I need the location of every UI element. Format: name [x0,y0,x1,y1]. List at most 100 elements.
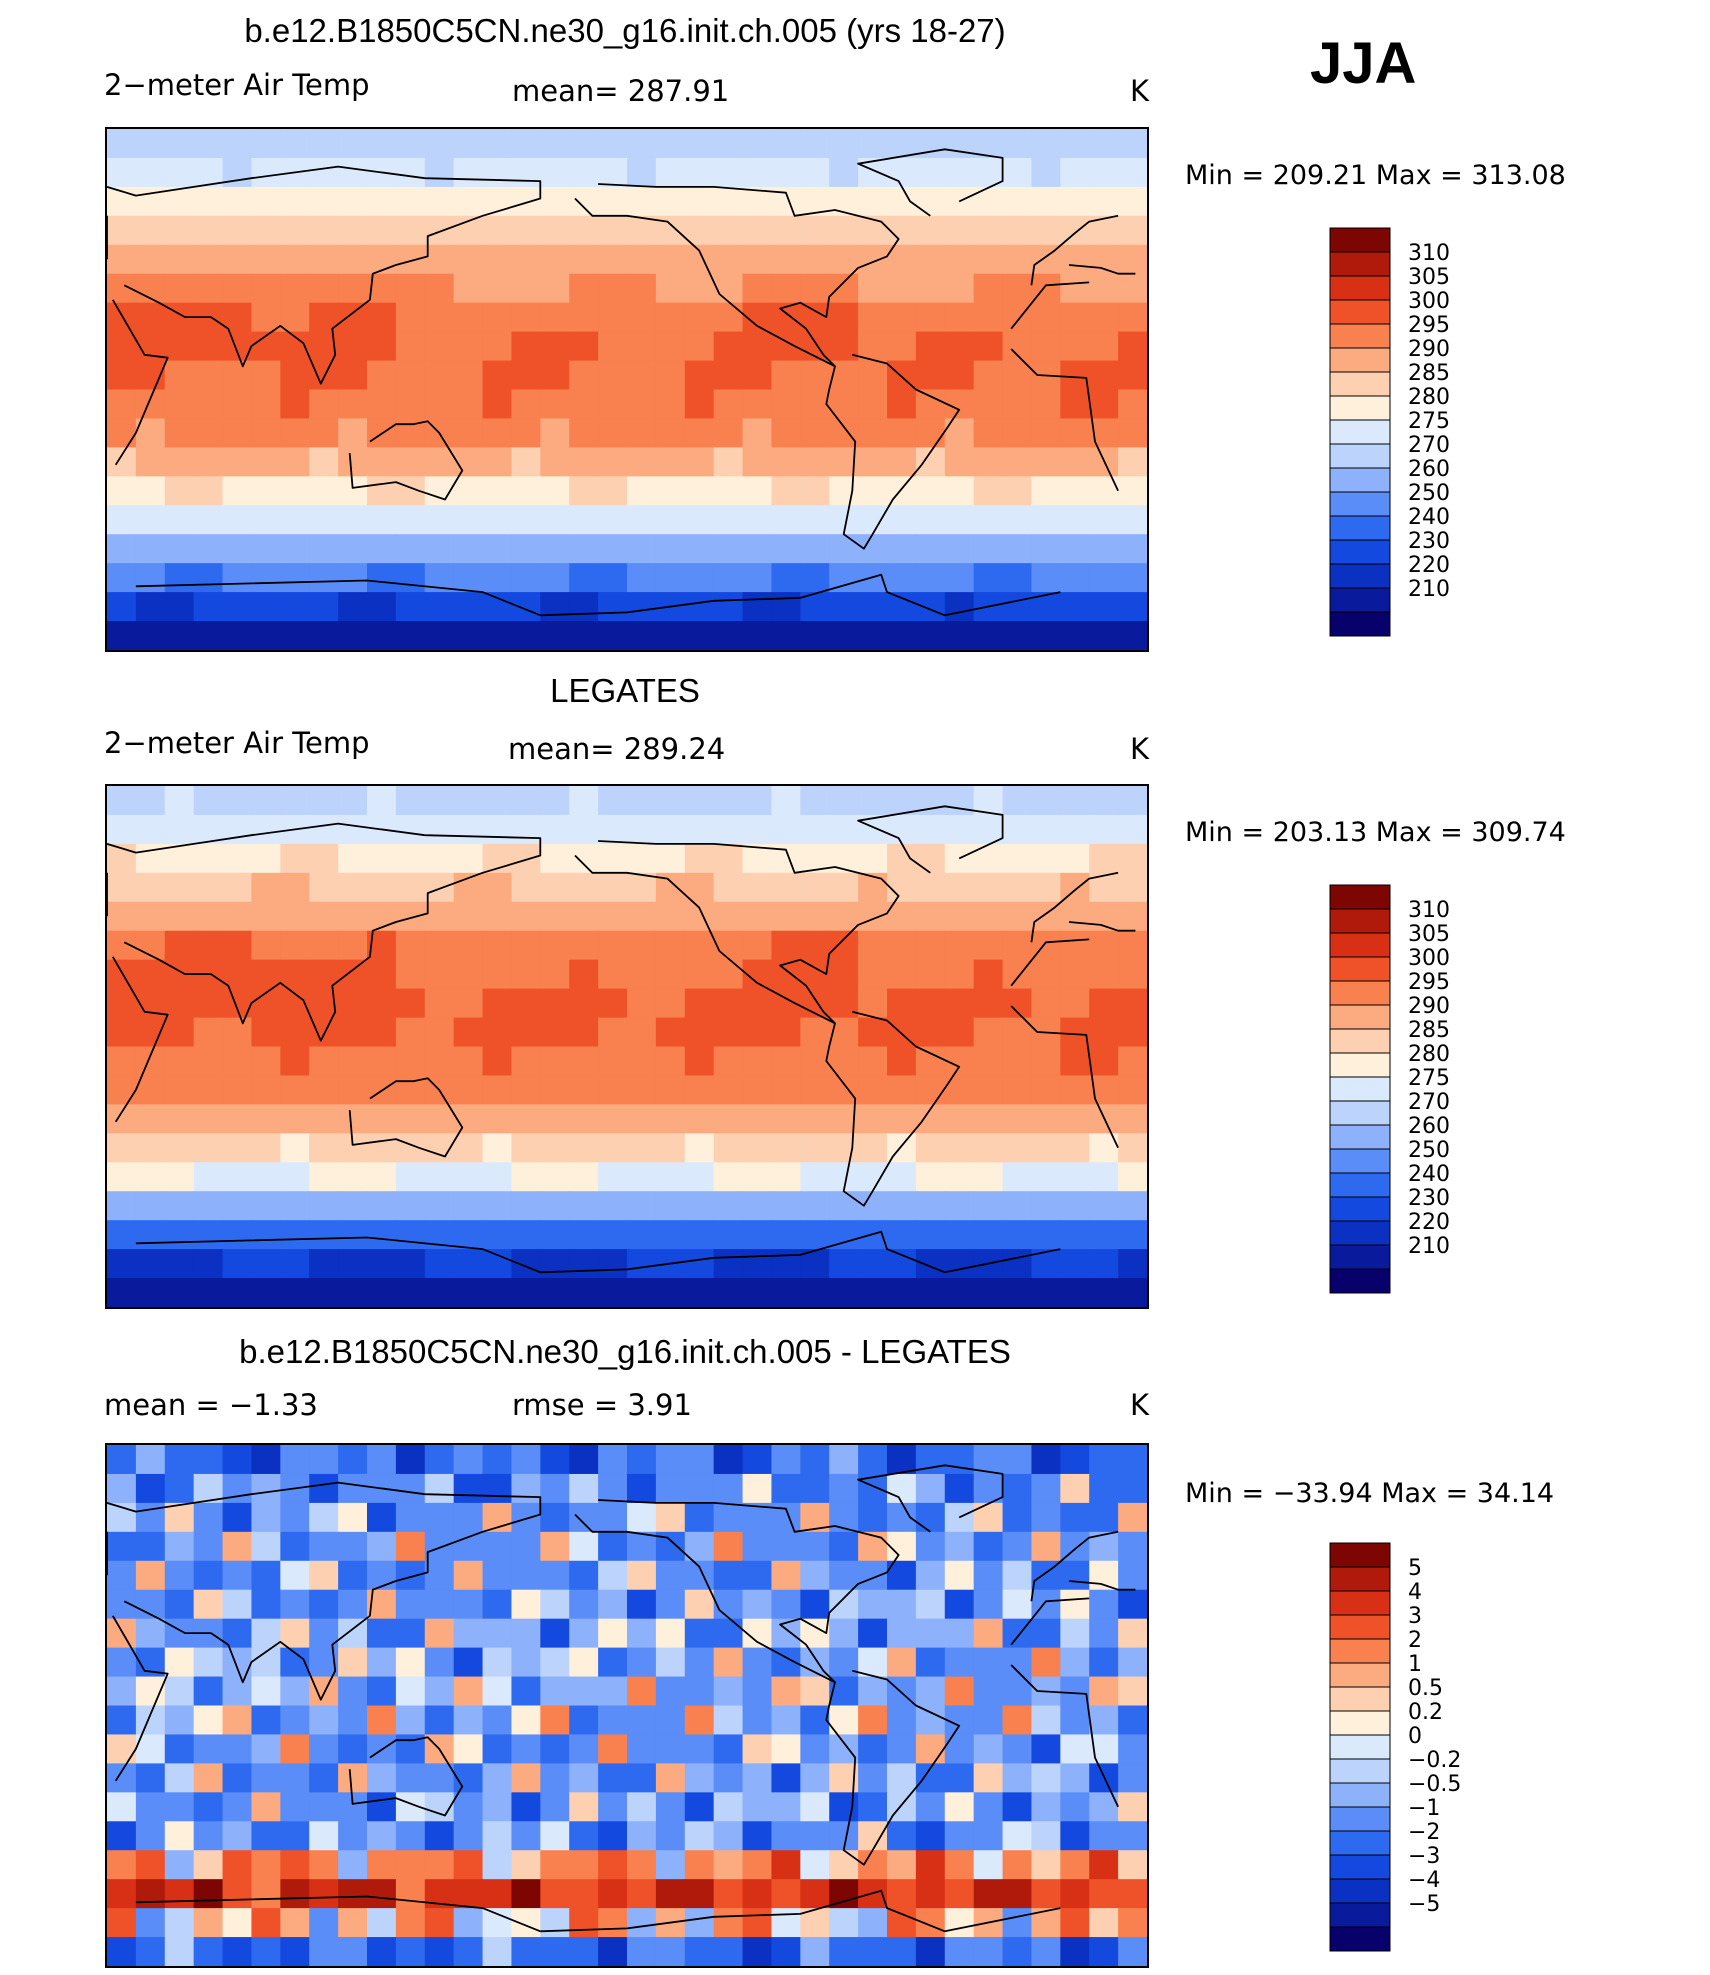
map-cell [453,1821,484,1851]
map-cell [280,1531,310,1562]
map-cell [280,1075,310,1105]
map-cell [453,476,484,506]
map-cell [251,1937,281,1966]
map-cell [713,1162,744,1192]
map-cell [193,621,224,650]
map-cell [742,1560,773,1591]
colorbar-tick-label: −2 [1408,1820,1440,1845]
map-cell [164,1734,195,1764]
map-cell [627,1046,657,1077]
map-cell [1089,1017,1119,1048]
map-cell [627,1705,657,1736]
map-cell [511,389,541,420]
map-cell [684,447,715,477]
map-cell [511,1763,541,1793]
map-cell [193,872,224,903]
map-cell [1031,1734,1061,1764]
map-cell [511,1560,541,1591]
map-cell [222,157,253,188]
map-cell [1060,1734,1090,1764]
map-cell [598,959,628,990]
map-cell [482,1531,513,1562]
map-cell [684,1191,715,1221]
map-cell [164,872,195,903]
map-cell [771,1162,801,1192]
map-cell [309,447,339,477]
map-cell [164,1531,195,1562]
map-cell [540,1734,570,1764]
map-cell [887,505,917,535]
map-cell [309,1191,339,1221]
map-cell [453,418,484,448]
map-cell [1118,901,1147,932]
map-cell [367,1792,397,1822]
map-cell [1118,302,1147,333]
map-cell [973,331,1004,362]
map-cell [973,215,1004,246]
map-cell [453,1162,484,1192]
map-cell [944,1850,975,1880]
map-cell [771,1278,801,1307]
map-cell [1118,1502,1147,1533]
panel2-mean: mean= 289.24 [508,732,726,766]
map-cell [482,157,513,188]
map-cell [222,1162,253,1192]
map-cell [309,476,339,506]
map-cell [1089,1046,1119,1077]
map-cell [655,621,686,650]
map-cell [627,1734,657,1764]
map-cell [164,1473,195,1504]
map-cell [222,505,253,535]
map-cell [251,1560,281,1591]
map-cell [540,129,570,159]
map-cell [1118,505,1147,535]
map-cell [280,447,310,477]
map-cell [395,389,426,420]
map-cell [280,1676,310,1707]
map-cell [800,901,830,932]
map-cell [598,1133,628,1163]
map-cell [367,1191,397,1221]
map-cell [309,1278,339,1307]
map-cell [367,1220,397,1250]
map-cell [424,1046,455,1077]
map-cell [222,1792,253,1822]
map-cell [598,563,628,593]
map-cell [164,418,195,448]
colorbar-swatch [1329,587,1391,613]
map-cell [251,129,281,159]
map-cell [164,1647,195,1678]
map-cell [453,1560,484,1591]
map-cell [540,1647,570,1678]
map-cell [482,959,513,990]
map-cell [1002,418,1033,448]
colorbar-swatch [1329,611,1391,637]
map-cell [684,1502,715,1533]
map-cell [742,621,773,650]
map-cell [107,1647,137,1678]
map-cell [309,930,339,961]
map-cell [164,1792,195,1822]
map-cell [627,901,657,932]
map-cell [1031,129,1061,159]
map-cell [944,1792,975,1822]
map-cell [655,1075,686,1105]
map-cell [222,563,253,593]
colorbar-swatch [1329,956,1391,982]
map-cell [1118,621,1147,650]
colorbar-tick-label: 275 [1408,1066,1450,1091]
map-cell [887,959,917,990]
map-cell [251,1792,281,1822]
map-cell [800,1937,830,1966]
map-cell [511,1162,541,1192]
map-cell [395,1821,426,1851]
map-cell [280,1560,310,1591]
map-cell [107,244,137,275]
map-cell [973,1191,1004,1221]
map-cell [1002,157,1033,188]
map-cell [222,814,253,845]
map-cell [251,1133,281,1163]
map-cell [309,1850,339,1880]
map-cell [280,872,310,903]
map-cell [713,1017,744,1048]
